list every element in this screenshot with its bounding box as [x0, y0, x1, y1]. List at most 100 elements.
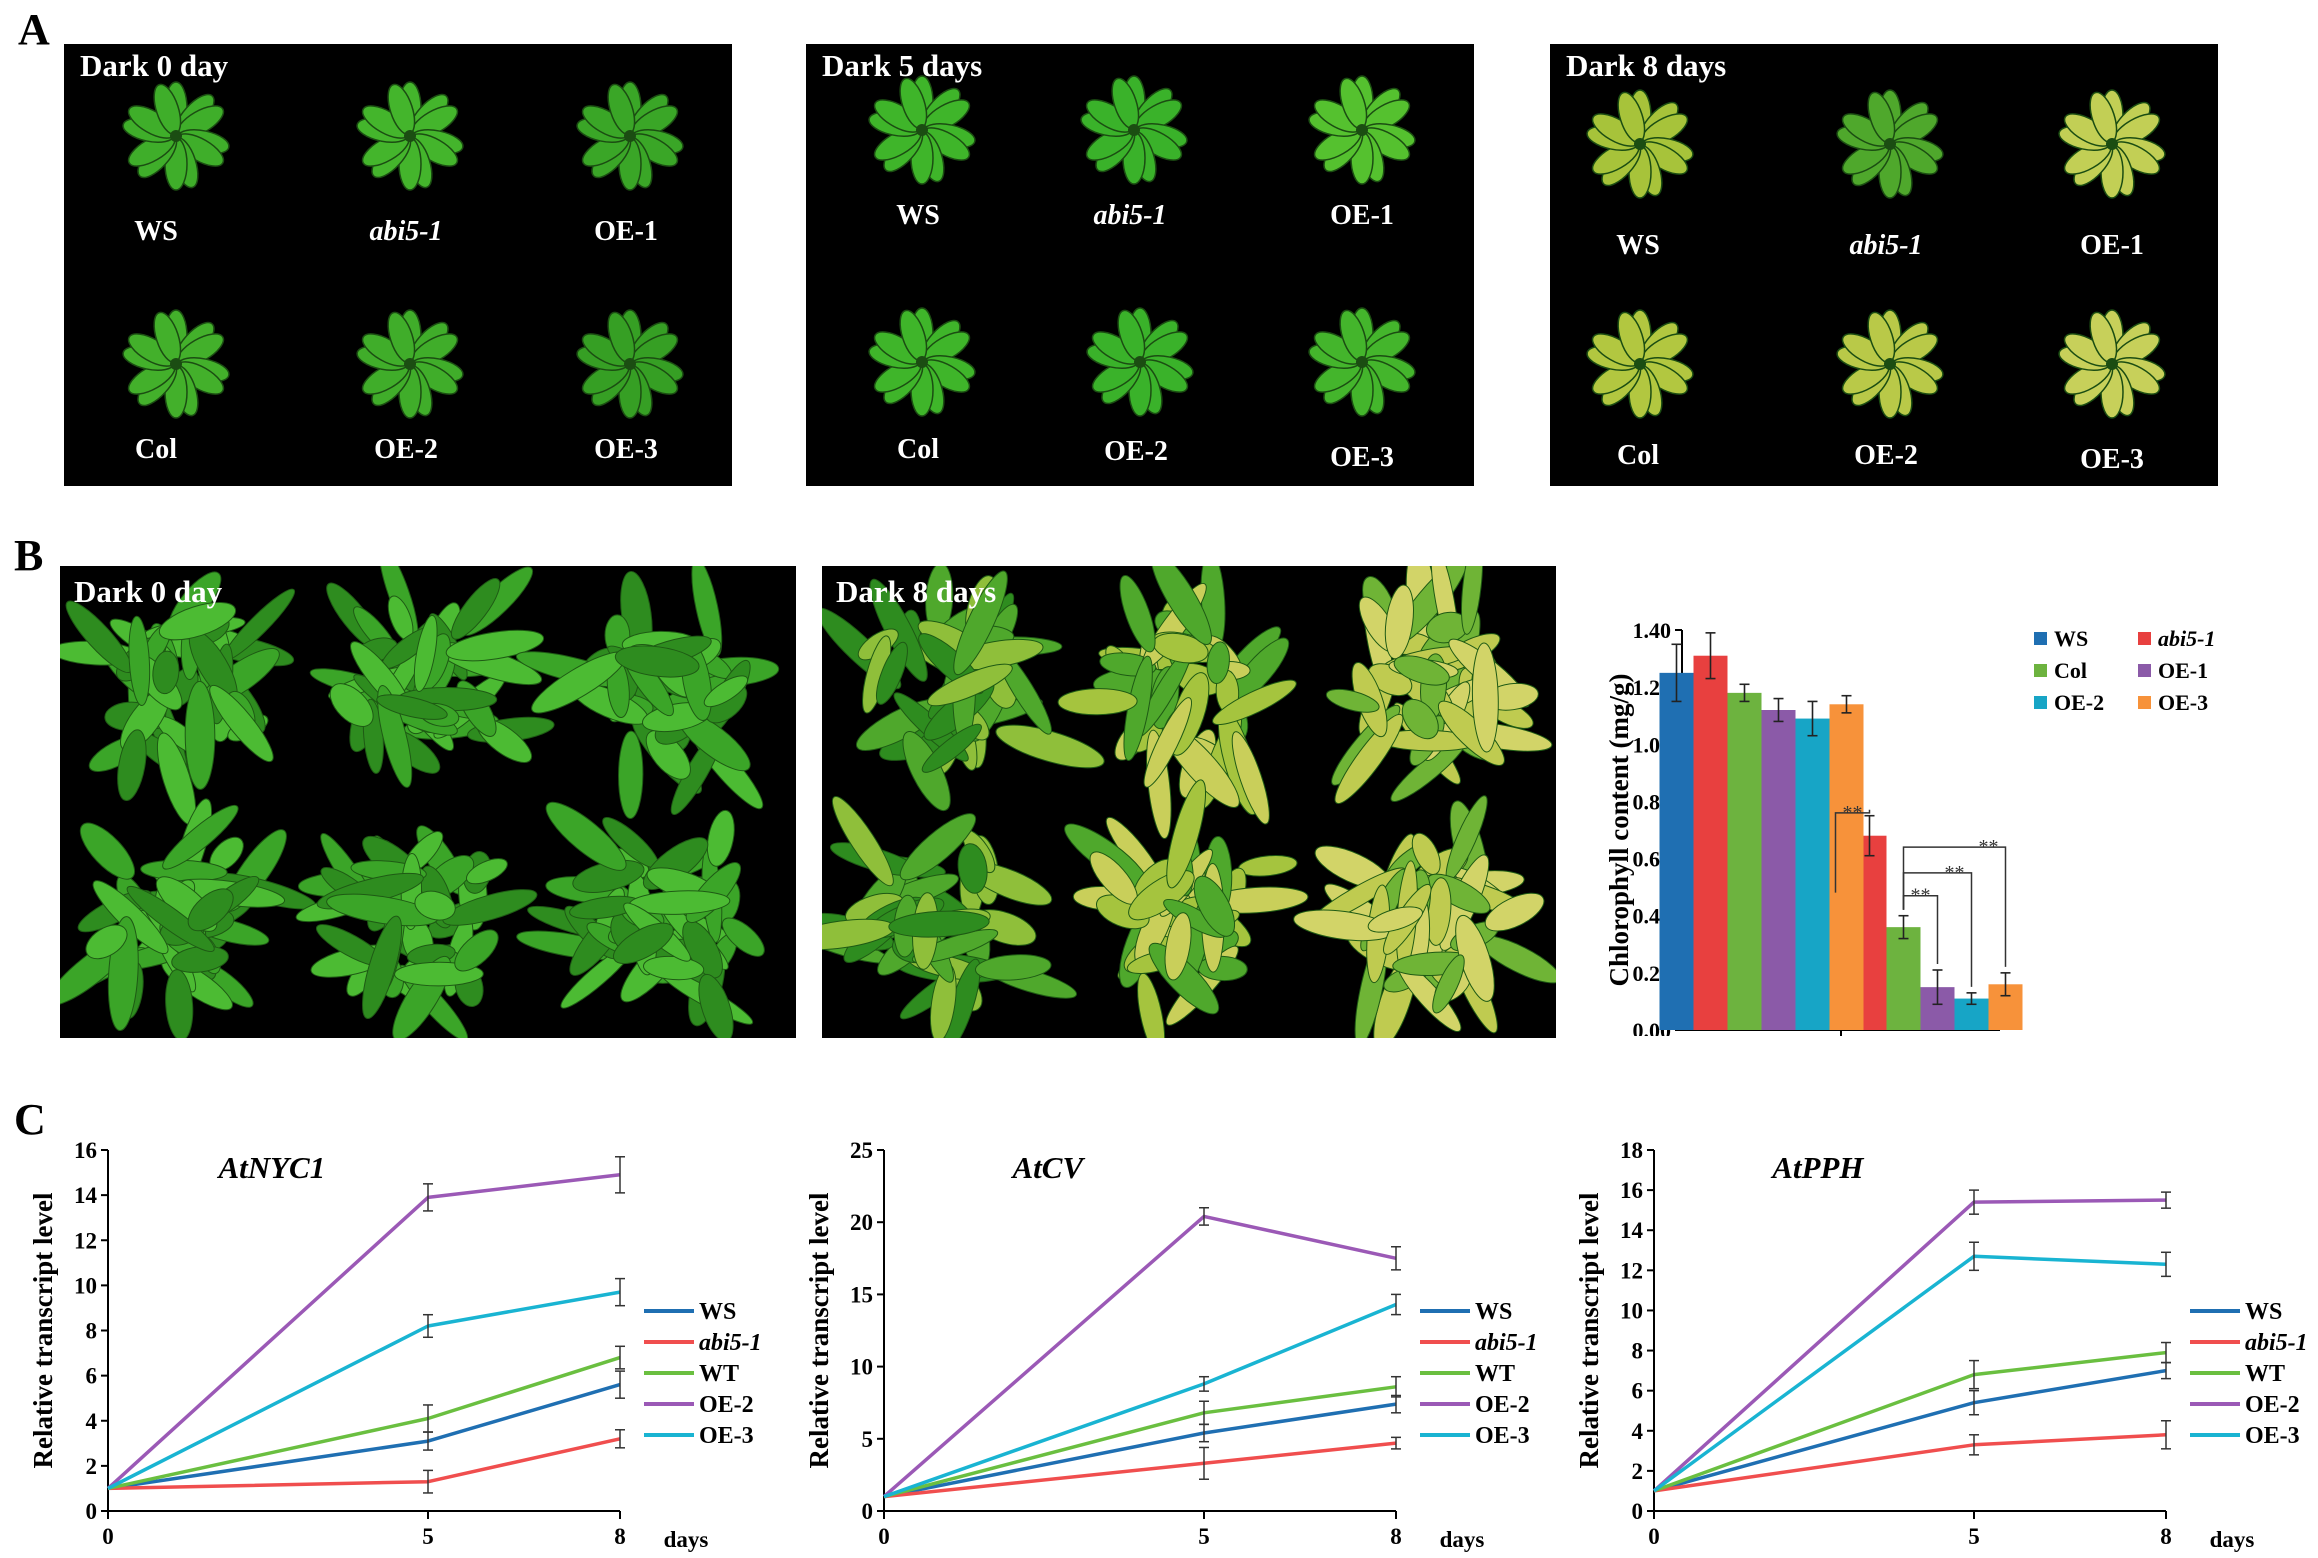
y-tick-label: 2: [86, 1454, 98, 1479]
leaf: [79, 822, 135, 880]
bar: [1829, 704, 1864, 1030]
plant-rosette-image: [350, 76, 470, 196]
series-line: [882, 1214, 1397, 1498]
significance-bracket: [1902, 846, 2007, 967]
legend-label: OE-2: [1475, 1392, 1530, 1418]
photo-title: Dark 5 days: [822, 48, 983, 83]
y-axis-label: Relative transcript level: [1574, 1192, 1604, 1468]
leaf: [995, 724, 1105, 769]
x-axis-label: days: [1440, 1527, 1485, 1552]
y-tick-label: 5: [862, 1427, 874, 1452]
atnyc1-line-chart: 0 2 4 6 8 10 12 14 16 0 5 8 days Relative transcript …: [28, 1138, 762, 1552]
significance-label: **: [1843, 802, 1863, 824]
legend-label: WT: [2245, 1361, 2285, 1387]
y-tick-label: 10: [850, 1355, 873, 1380]
genotype-label: WS: [896, 200, 940, 231]
x-tick-label: 8: [614, 1524, 626, 1549]
y-tick-label: 25: [850, 1138, 873, 1163]
leaf: [1334, 713, 1404, 804]
leaf: [1393, 655, 1450, 686]
genotype-label: abi5-1: [1849, 230, 1923, 261]
significance-label: **: [1979, 836, 1999, 858]
x-tick-label: 8: [1390, 1524, 1402, 1549]
leaf: [1432, 954, 1465, 1014]
y-tick-label: 0: [1632, 1499, 1644, 1524]
legend-label: abi5-1: [2158, 626, 2215, 651]
series-line: [1652, 1198, 2167, 1493]
genotype-label: OE-3: [2080, 444, 2144, 475]
leaf: [957, 843, 988, 894]
genotype-label: OE-1: [2080, 230, 2144, 261]
legend-label: OE-2: [2054, 690, 2104, 715]
photo-dark-5-days: Dark 5 days WS abi5-1 OE-1 Col OE-2 OE-3: [806, 44, 1474, 486]
leaf: [1231, 731, 1270, 825]
leaf: [706, 809, 735, 867]
leaf: [209, 684, 274, 763]
photo-trays-dark-0-day: Dark 0 day: [60, 566, 796, 1038]
plant-rosette-image: [2052, 304, 2172, 424]
leaf: [831, 796, 894, 887]
y-tick-label: 2: [1632, 1459, 1644, 1484]
legend-label: OE-2: [2245, 1392, 2300, 1418]
photo-title: Dark 0 day: [80, 48, 229, 83]
legend-label: OE-3: [699, 1423, 754, 1449]
legend-label: OE-2: [699, 1392, 754, 1418]
legend-label: OE-1: [2158, 658, 2208, 683]
legend-label: WS: [2245, 1299, 2282, 1325]
significance-label: **: [1945, 862, 1965, 884]
leaf: [187, 888, 234, 932]
legend-label: abi5-1: [2245, 1330, 2308, 1356]
leaf: [1206, 641, 1230, 685]
y-tick-label: 6: [1632, 1379, 1644, 1404]
leaf: [158, 601, 237, 641]
photo-title: Dark 0 day: [74, 574, 223, 609]
leaf: [721, 917, 765, 957]
leaf: [454, 929, 499, 972]
legend-label: WS: [2054, 626, 2088, 651]
leaf: [1325, 688, 1380, 713]
leaf: [1164, 912, 1192, 981]
leaf: [413, 614, 438, 692]
photo-dark-8-days: Dark 8 days WS abi5-1 OE-1 Col OE-2 OE-3: [1550, 44, 2218, 486]
panel-label-b: B: [14, 531, 44, 580]
legend-swatch: [2034, 664, 2047, 677]
x-axis-label: days: [664, 1527, 709, 1552]
y-tick-label: 4: [86, 1409, 98, 1434]
genotype-label: Col: [135, 434, 177, 465]
leaf: [698, 973, 734, 1038]
plant-rosette-image: [570, 304, 690, 424]
leaf: [614, 645, 700, 678]
plant-rosette-image: [116, 304, 236, 424]
y-tick-label: 8: [1632, 1339, 1644, 1364]
y-axis-label: Chlorophyll content (mg/g): [1604, 673, 1634, 986]
y-tick-label: 12: [1620, 1258, 1643, 1283]
leaf: [921, 723, 982, 773]
plant-trays-image: [822, 566, 1556, 1038]
leaf: [888, 910, 990, 938]
series-line: [107, 1290, 621, 1490]
legend-label: abi5-1: [699, 1330, 762, 1356]
plant-rosette-image: [1830, 84, 1950, 204]
leaf: [362, 915, 403, 1020]
genotype-label: OE-2: [1104, 436, 1168, 467]
leaf: [329, 683, 374, 727]
y-tick-label: 1.40: [1633, 618, 1672, 643]
genotype-label: WS: [134, 216, 178, 247]
bar: [1761, 710, 1796, 1030]
y-tick-label: 8: [86, 1319, 98, 1344]
significance-bracket: [1834, 809, 1871, 893]
plant-trays-image: [60, 566, 780, 1038]
plant-rosette-image: [1830, 304, 1950, 424]
panel-label-c: C: [14, 1095, 46, 1144]
leaf: [376, 694, 448, 720]
y-tick-label: 18: [1620, 1138, 1643, 1163]
leaf: [545, 801, 627, 871]
plant-rosette-image: [1302, 70, 1422, 190]
plant-rosette-image: [1580, 304, 1700, 424]
y-tick-label: 10: [74, 1273, 97, 1298]
leaf: [414, 890, 456, 921]
plant-rosette-image: [570, 76, 690, 196]
leaf: [85, 924, 128, 960]
x-axis-label: days: [2210, 1527, 2255, 1552]
leaf: [152, 650, 180, 695]
